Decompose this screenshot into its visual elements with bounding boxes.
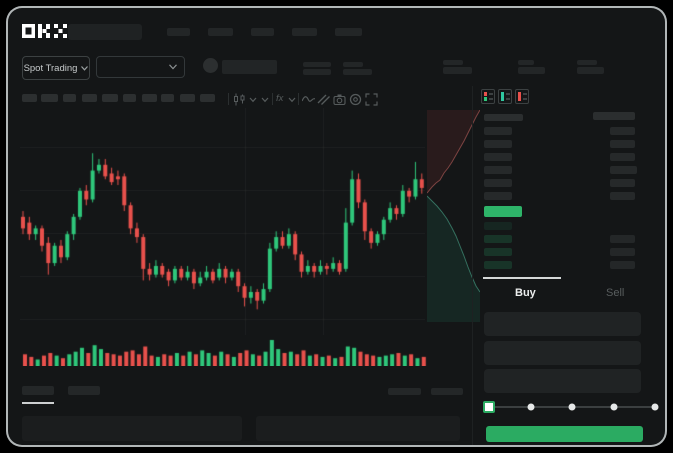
timeframe-button[interactable] (82, 94, 97, 102)
nav-item-placeholder[interactable] (251, 28, 274, 36)
ask-price-bar[interactable] (484, 127, 512, 135)
bottom-tab[interactable] (68, 386, 100, 395)
bid-amount-bar (610, 248, 635, 256)
orders-panel-placeholder (256, 416, 460, 441)
candlestick-chart[interactable] (20, 108, 425, 335)
ask-price-bar[interactable] (484, 140, 512, 148)
chevron-down-icon (169, 64, 177, 70)
ask-amount-bar (610, 192, 635, 200)
amount-input[interactable] (484, 341, 641, 365)
ticker-stat-placeholder (443, 67, 472, 74)
bid-price-bar[interactable] (484, 261, 512, 269)
account-placeholder (222, 60, 277, 74)
chevron-down-icon (81, 65, 89, 71)
slider-dot[interactable] (527, 403, 534, 411)
bid-amount-bar (610, 235, 635, 243)
buy-button[interactable] (486, 426, 643, 442)
tab-buy[interactable]: Buy (478, 279, 570, 305)
orders-panel-placeholder (22, 416, 242, 441)
ask-amount-bar (610, 166, 637, 174)
depth-chart (427, 110, 480, 322)
camera-icon[interactable] (333, 93, 346, 106)
bid-price-bar[interactable] (484, 235, 512, 243)
app-window: Spot Trading fx (6, 6, 667, 447)
slider-dot[interactable] (610, 403, 617, 411)
bid-amount-bar (610, 261, 635, 269)
total-input[interactable] (484, 369, 641, 393)
ticker-stat-placeholder (577, 60, 597, 65)
timeframe-button[interactable] (63, 94, 76, 102)
timeframe-button[interactable] (102, 94, 118, 102)
timeframe-button[interactable] (200, 94, 215, 102)
ask-price-bar[interactable] (484, 153, 512, 161)
sell-tab-label: Sell (606, 287, 625, 299)
fx-indicator-icon[interactable]: fx (276, 93, 284, 104)
ticker-stat-placeholder (518, 60, 534, 65)
avatar[interactable] (203, 58, 218, 73)
bottom-tab-active[interactable] (22, 386, 54, 395)
ask-amount-bar (610, 179, 635, 187)
orderbook-split-icon[interactable] (481, 89, 495, 104)
nav-item-placeholder[interactable] (292, 28, 317, 36)
interval-chevron-icon[interactable] (261, 97, 269, 110)
bottom-tab-right[interactable] (431, 388, 463, 395)
chevron-down-icon[interactable] (249, 97, 257, 110)
spot-trading-label: Spot Trading (23, 62, 78, 74)
price-input[interactable] (484, 312, 641, 336)
ticker-stat-placeholder (577, 67, 604, 74)
ticker-stat-placeholder (443, 60, 463, 65)
timeframe-button[interactable] (22, 94, 37, 102)
timeframe-button[interactable] (41, 94, 58, 102)
bid-price-bar[interactable] (484, 248, 512, 256)
stat-placeholder (343, 69, 372, 75)
nav-item-placeholder[interactable] (208, 28, 233, 36)
timeframe-button[interactable] (142, 94, 157, 102)
ask-amount-bar (610, 153, 635, 161)
last-price-highlight[interactable] (484, 206, 522, 217)
ask-amount-bar (610, 127, 635, 135)
bid-price-bar[interactable] (484, 222, 512, 230)
stat-placeholder (343, 62, 363, 67)
buy-tab-indicator (483, 277, 561, 279)
okx-logo (22, 24, 68, 39)
orderbook-asks-icon[interactable] (515, 89, 529, 104)
orderbook-header-price (484, 114, 523, 121)
diagonal-lines-icon[interactable] (317, 93, 330, 106)
nav-item-placeholder[interactable] (167, 28, 190, 36)
search-input[interactable] (68, 24, 142, 40)
chevron-down-icon[interactable] (288, 97, 296, 110)
ask-amount-bar (610, 140, 635, 148)
stat-placeholder (303, 62, 331, 67)
nav-item-placeholder[interactable] (335, 28, 362, 36)
orderbook-bids-icon[interactable] (498, 89, 512, 104)
slider-dot[interactable] (568, 403, 576, 411)
timeframe-button[interactable] (123, 94, 136, 102)
active-tab-underline (22, 402, 54, 404)
panel-divider (472, 86, 473, 445)
wave-icon[interactable] (302, 94, 315, 107)
ticker-stat-placeholder (518, 67, 545, 74)
candle-style-icon[interactable] (233, 93, 246, 106)
stat-placeholder (303, 69, 331, 75)
slider-handle[interactable] (483, 401, 495, 413)
ask-price-bar[interactable] (484, 166, 512, 174)
settings-gear-icon[interactable] (349, 93, 362, 106)
orderbook-header-amount (593, 112, 635, 120)
trade-tabs: Buy Sell (478, 279, 665, 305)
slider-dot[interactable] (651, 403, 659, 411)
spot-trading-button[interactable]: Spot Trading (22, 56, 90, 80)
timeframe-button[interactable] (180, 94, 195, 102)
ask-price-bar[interactable] (484, 192, 512, 200)
fullscreen-icon[interactable] (365, 93, 378, 106)
ask-price-bar[interactable] (484, 179, 512, 187)
volume-chart[interactable] (22, 338, 430, 366)
pair-select-dropdown[interactable] (96, 56, 185, 78)
buy-tab-label: Buy (515, 287, 536, 299)
bottom-tab-right[interactable] (388, 388, 421, 395)
tab-sell[interactable]: Sell (570, 279, 665, 305)
timeframe-button[interactable] (161, 94, 174, 102)
